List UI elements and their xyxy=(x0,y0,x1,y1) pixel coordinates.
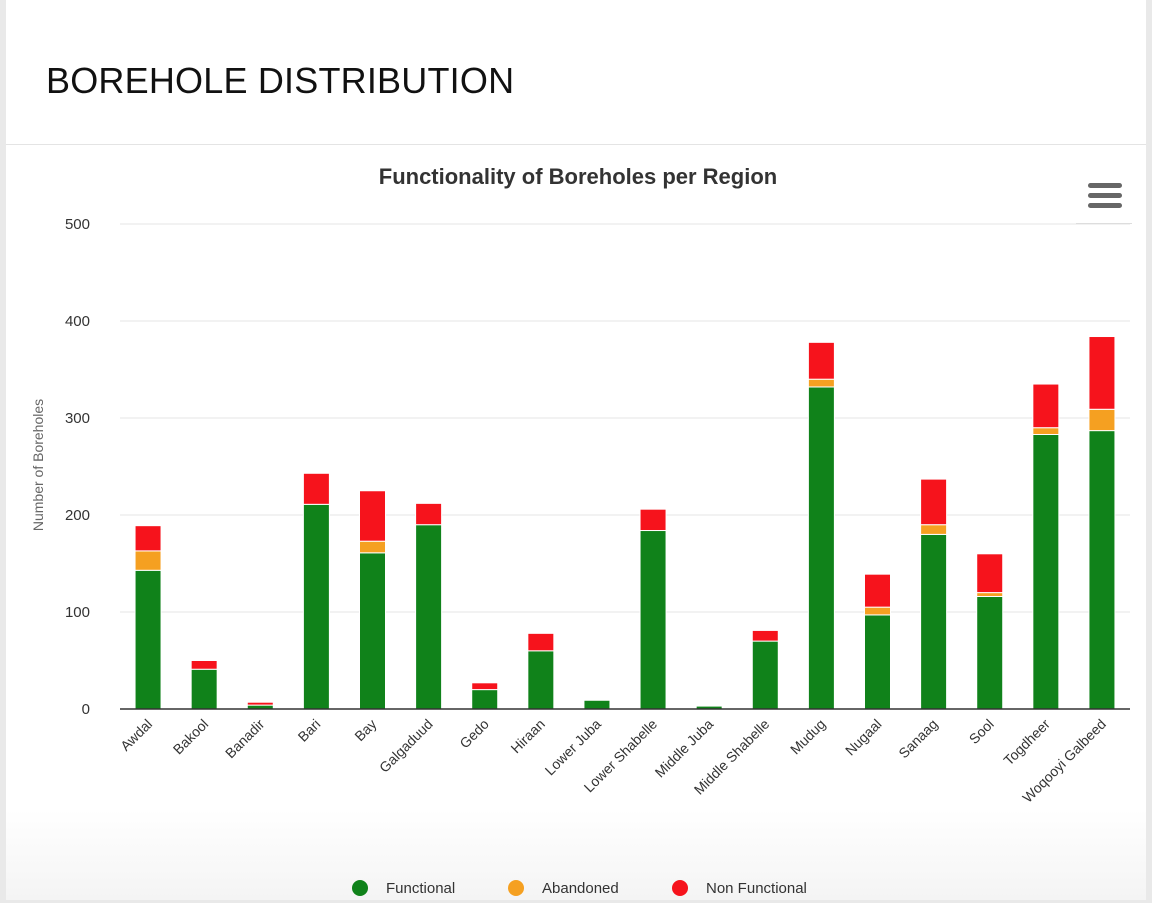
page-title: BOREHOLE DISTRIBUTION xyxy=(46,60,515,101)
bar-functional[interactable] xyxy=(976,595,1004,710)
bar-functional[interactable] xyxy=(1088,430,1116,710)
bar-non-functional[interactable] xyxy=(527,632,555,652)
x-tick-label: Awdal xyxy=(117,716,155,754)
bar-non-functional[interactable] xyxy=(976,553,1004,594)
bar-abandoned[interactable] xyxy=(134,550,162,571)
bar-functional[interactable] xyxy=(471,689,499,710)
chart-menu-button[interactable] xyxy=(1076,175,1132,224)
bar-non-functional[interactable] xyxy=(1088,336,1116,410)
bar-functional[interactable] xyxy=(1032,433,1060,710)
x-tick-label: Mudug xyxy=(787,716,829,758)
hamburger-menu-icon xyxy=(1088,203,1122,208)
bar-non-functional[interactable] xyxy=(807,341,835,380)
bar-functional[interactable] xyxy=(415,524,443,710)
hamburger-menu-icon xyxy=(1088,183,1122,188)
bar-abandoned[interactable] xyxy=(920,524,948,535)
x-tick-label: Galgaduud xyxy=(376,716,436,776)
bar-non-functional[interactable] xyxy=(359,490,386,542)
bar-non-functional[interactable] xyxy=(864,573,891,608)
bar-functional[interactable] xyxy=(639,530,667,710)
bar-non-functional[interactable] xyxy=(302,472,330,505)
bar-functional[interactable] xyxy=(359,552,386,710)
borehole-card: BOREHOLE DISTRIBUTION Functionality of B… xyxy=(6,0,1146,900)
x-tick-label: Bari xyxy=(295,716,324,745)
bar-non-functional[interactable] xyxy=(134,525,162,552)
y-tick-label: 100 xyxy=(65,604,90,621)
bar-functional[interactable] xyxy=(864,614,891,710)
y-tick-label: 400 xyxy=(65,313,90,330)
y-axis-title: Number of Boreholes xyxy=(30,399,46,531)
bar-non-functional[interactable] xyxy=(471,682,499,691)
stacked-bar-chart: Functionality of Boreholes per Region Nu… xyxy=(30,164,1130,806)
x-tick-label: Bakool xyxy=(170,716,212,758)
bar-non-functional[interactable] xyxy=(246,701,274,706)
bar-functional[interactable] xyxy=(134,569,162,710)
x-tick-label: Gedo xyxy=(456,716,492,752)
bar-abandoned[interactable] xyxy=(1032,427,1060,435)
y-tick-label: 300 xyxy=(65,410,90,427)
bar-functional[interactable] xyxy=(751,640,779,710)
bar-non-functional[interactable] xyxy=(920,478,948,526)
card-header: BOREHOLE DISTRIBUTION xyxy=(6,0,1146,145)
bar-abandoned[interactable] xyxy=(359,540,386,554)
legend-marker-non-functional xyxy=(672,880,688,896)
chart-title: Functionality of Boreholes per Region xyxy=(379,164,777,189)
bar-non-functional[interactable] xyxy=(751,629,779,642)
bar-functional[interactable] xyxy=(302,503,330,710)
bar-abandoned[interactable] xyxy=(1088,408,1116,432)
bar-abandoned[interactable] xyxy=(976,592,1004,597)
legend-label: Functional xyxy=(386,880,456,897)
bar-non-functional[interactable] xyxy=(1032,383,1060,429)
y-tick-label: 500 xyxy=(65,216,90,233)
legend-marker-functional xyxy=(352,880,368,896)
x-tick-label: Togdheer xyxy=(1000,716,1053,769)
x-tick-label: Nugaal xyxy=(842,716,885,759)
x-tick-label: Hiraan xyxy=(507,716,547,756)
legend-label: Non Functional xyxy=(706,880,807,897)
x-tick-label: Sanaag xyxy=(895,716,940,761)
legend-label: Abandoned xyxy=(542,880,619,897)
y-tick-label: 200 xyxy=(65,507,90,524)
bar-abandoned[interactable] xyxy=(807,378,835,388)
x-tick-label: Bay xyxy=(351,716,379,744)
bar-functional[interactable] xyxy=(807,386,835,710)
bars[interactable] xyxy=(134,336,1116,710)
bar-abandoned[interactable] xyxy=(864,606,891,616)
y-axis-ticks: 0 100 200 300 400 500 xyxy=(65,216,90,718)
bar-functional[interactable] xyxy=(190,668,218,710)
chart-legend: Functional Abandoned Non Functional xyxy=(6,873,1146,903)
bar-non-functional[interactable] xyxy=(415,502,443,526)
bar-non-functional[interactable] xyxy=(639,508,667,532)
legend-marker-abandoned xyxy=(508,880,524,896)
x-tick-label: Banadir xyxy=(222,716,268,762)
grid-lines xyxy=(120,223,1130,613)
y-tick-label: 0 xyxy=(82,701,90,718)
chart-container: Functionality of Boreholes per Region Nu… xyxy=(6,145,1146,900)
bar-functional[interactable] xyxy=(527,650,555,710)
hamburger-menu-icon xyxy=(1088,193,1122,198)
bar-functional[interactable] xyxy=(920,533,948,710)
bar-functional[interactable] xyxy=(583,699,611,710)
bar-non-functional[interactable] xyxy=(190,660,218,670)
x-tick-label: Sool xyxy=(966,716,997,747)
